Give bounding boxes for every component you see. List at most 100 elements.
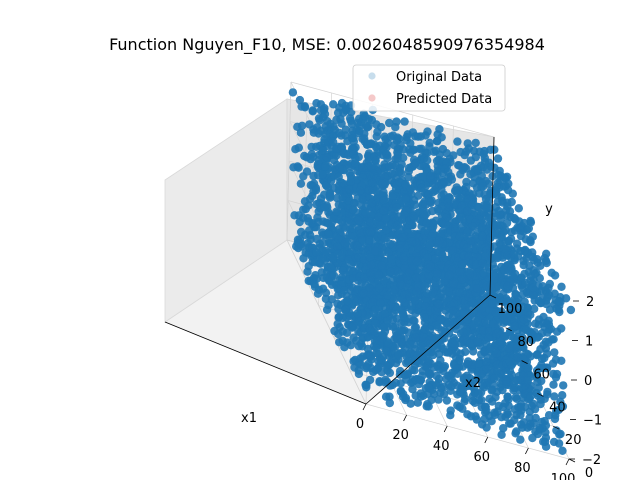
data-point [493, 221, 502, 230]
data-point [496, 337, 506, 347]
data-point [378, 248, 387, 257]
data-point [349, 137, 358, 146]
data-point [366, 276, 375, 285]
data-point [445, 270, 454, 280]
legend-box [352, 64, 506, 112]
data-point [417, 183, 426, 193]
data-point [404, 268, 414, 277]
data-point [508, 298, 517, 307]
data-point [374, 362, 383, 372]
chart-title: Function Nguyen_F10, MSE: 0.002604859097… [109, 35, 545, 55]
data-point [484, 213, 494, 222]
data-point [367, 260, 376, 270]
data-point [474, 359, 483, 368]
data-point [493, 154, 503, 163]
y-axis-line [489, 136, 495, 296]
data-point [543, 293, 552, 302]
data-point [509, 385, 518, 395]
data-point [411, 309, 420, 318]
data-point [522, 325, 531, 334]
data-point [389, 295, 399, 304]
data-point [377, 261, 386, 270]
data-point [490, 374, 499, 383]
data-point [511, 290, 520, 299]
data-point [536, 298, 545, 308]
data-point [410, 323, 420, 333]
x1-tick-mark [362, 403, 367, 411]
data-point [365, 283, 374, 292]
data-point [486, 145, 495, 154]
data-point [374, 212, 383, 221]
data-point [466, 237, 475, 246]
data-point [477, 370, 486, 379]
data-point [536, 261, 545, 270]
data-point [520, 246, 529, 256]
data-point [395, 167, 404, 177]
data-point [558, 402, 568, 411]
data-point [492, 329, 501, 338]
data-point [412, 273, 422, 283]
data-point [288, 88, 298, 97]
data-point [504, 236, 514, 245]
data-point [329, 271, 339, 280]
data-point [319, 106, 329, 115]
data-point [426, 339, 435, 348]
data-point [451, 217, 460, 227]
data-point [371, 156, 380, 165]
data-point [549, 380, 558, 389]
data-point [479, 182, 488, 191]
data-point [543, 328, 552, 337]
data-point [434, 395, 443, 404]
data-point [396, 326, 405, 335]
data-point [424, 402, 433, 411]
data-point [436, 388, 445, 397]
x1-tick-label: 60 [474, 450, 491, 465]
data-point [421, 131, 430, 140]
data-point [481, 252, 490, 261]
data-point [329, 213, 339, 223]
data-point [470, 398, 480, 407]
data-point [340, 238, 350, 248]
data-point [384, 339, 393, 348]
data-point [471, 138, 480, 148]
data-point [503, 251, 512, 260]
data-point [472, 260, 481, 269]
data-point [432, 156, 442, 166]
x1-axis-label: x1 [241, 411, 257, 426]
data-point [468, 190, 478, 199]
data-point [462, 182, 471, 192]
data-point [432, 381, 441, 390]
data-point [364, 310, 374, 319]
data-point [333, 242, 342, 251]
data-point [406, 399, 415, 408]
x2-tick-label: 100 [498, 302, 523, 317]
data-point [556, 429, 565, 439]
data-point [423, 156, 432, 165]
data-point [420, 281, 430, 291]
data-point [434, 239, 443, 248]
data-point [550, 348, 559, 357]
data-point [318, 146, 328, 155]
y-tick-label: −1 [583, 414, 602, 429]
data-point [536, 345, 545, 354]
data-point [409, 212, 418, 221]
data-point [383, 291, 392, 300]
data-point [482, 204, 491, 213]
data-point [420, 313, 429, 322]
x1-tick-mark [525, 447, 529, 455]
data-point [531, 413, 540, 423]
data-point [309, 128, 319, 137]
y-tick-label: 2 [586, 295, 594, 310]
data-point [302, 167, 312, 176]
data-point [436, 229, 446, 238]
data-point [460, 334, 470, 344]
data-point [444, 167, 453, 177]
legend-label-original: Original Data [396, 70, 482, 85]
data-point [462, 243, 472, 252]
data-point [541, 421, 551, 430]
data-point [386, 132, 395, 141]
data-point [410, 366, 419, 375]
data-point [321, 294, 331, 304]
data-point [308, 107, 317, 116]
data-point [482, 357, 491, 366]
